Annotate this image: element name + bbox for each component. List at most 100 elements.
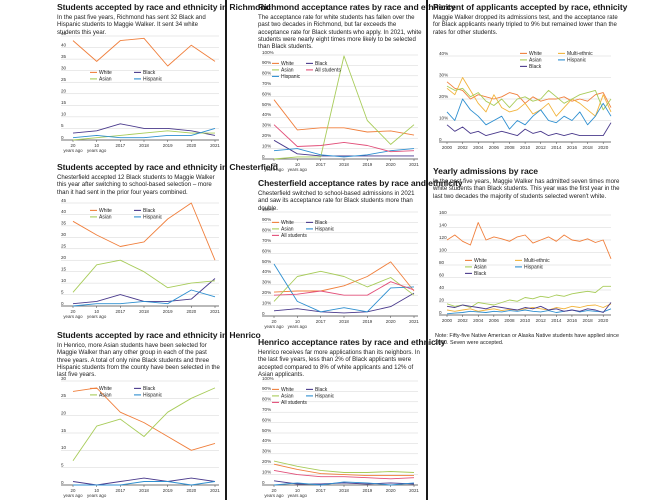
series-line-all-students (273, 281, 415, 296)
column-divider-1 (225, 0, 227, 500)
y-tick-label: 90% (262, 386, 271, 391)
x-tick-label: 2021 (210, 143, 220, 148)
x-tick-label: 2016 (567, 145, 578, 150)
x-tick-label: years ago (288, 167, 308, 172)
legend-label: White (99, 208, 112, 214)
y-tick-label: 35 (61, 54, 67, 59)
yearly-admissions-header: Yearly admissions by race In the past fiv… (433, 166, 623, 200)
y-tick-label: 0 (439, 137, 442, 142)
henrico-rates-header: Henrico acceptance rates by race and eth… (258, 337, 446, 378)
y-tick-label: 80 (439, 260, 445, 265)
y-tick-label: 10 (61, 112, 67, 117)
y-tick-label: 10 (61, 445, 67, 450)
series-line-asian (273, 460, 415, 473)
legend-label: Hispanic (143, 77, 163, 83)
y-tick-label: 30% (262, 449, 271, 454)
y-tick-label: 20% (262, 290, 271, 295)
y-tick-label: 10 (61, 278, 67, 283)
x-tick-label: 2019 (362, 319, 372, 324)
y-tick-label: 50% (262, 259, 271, 264)
legend-label: Black (143, 386, 156, 392)
y-tick-label: 30 (61, 232, 67, 237)
legend-label: White (99, 70, 112, 76)
y-tick-label: 45 (61, 198, 67, 203)
series-line-multi-ethnic (446, 77, 612, 117)
y-tick-label: 90% (262, 217, 271, 222)
legend-label: Black (529, 64, 542, 70)
richmond-accepted-header: Students accepted by race and ethnicity … (57, 2, 271, 36)
x-tick-label: years ago (87, 314, 107, 319)
x-tick-label: 2012 (536, 318, 547, 323)
x-tick-label: 10 (295, 319, 300, 324)
series-line-hispanic (273, 148, 415, 158)
legend-label: Black (315, 387, 328, 393)
x-tick-label: 2008 (504, 145, 515, 150)
x-tick-label: 2021 (210, 309, 220, 314)
x-tick-label: 2020 (386, 488, 396, 493)
legend-label: White (474, 258, 487, 264)
y-tick-label: 60% (262, 417, 271, 422)
x-tick-label: 10 (94, 309, 99, 314)
series-line-hispanic (72, 289, 216, 307)
x-tick-label: 2004 (473, 145, 484, 150)
series-line-hispanic (73, 481, 216, 486)
x-tick-label: 2019 (362, 162, 372, 167)
x-tick-label: 2017 (115, 309, 125, 314)
x-tick-label: 2021 (409, 162, 419, 167)
legend-label: Multi-ethnic (567, 51, 593, 57)
series-line-hispanic (72, 127, 216, 139)
legend-label: Black (474, 271, 487, 277)
series-line-asian (273, 270, 415, 302)
legend-label: Asian (99, 215, 112, 221)
y-tick-label: 80% (262, 397, 271, 402)
x-tick-label: 2019 (163, 488, 173, 493)
x-tick-label: 20 (71, 143, 76, 148)
x-tick-label: 2004 (473, 318, 484, 323)
x-tick-label: 10 (94, 143, 99, 148)
x-tick-label: 10 (94, 488, 99, 493)
y-tick-label: 20% (262, 133, 271, 138)
legend-label: White (281, 61, 294, 67)
y-tick-label: 80% (262, 228, 271, 233)
legend-label: Black (143, 70, 156, 76)
chart-title: Richmond acceptance rates by race and et… (258, 2, 456, 12)
henrico-accepted-header: Students accepted by race and ethnicity … (57, 330, 261, 378)
x-tick-label: 2002 (458, 318, 469, 323)
series-line-all-students (273, 469, 415, 480)
x-tick-label: 2012 (536, 145, 547, 150)
y-tick-label: 0 (262, 480, 265, 485)
chart-title: Chesterfield acceptance rates by race an… (258, 178, 463, 188)
x-tick-label: 2020 (186, 143, 196, 148)
y-tick-label: 70% (262, 407, 271, 412)
x-tick-label: 2016 (567, 318, 578, 323)
y-tick-label: 10% (439, 115, 448, 120)
series-line-black (446, 122, 612, 137)
legend-label: Asian (281, 394, 294, 400)
legend-label: Asian (281, 68, 294, 74)
chesterfield-accepted-header: Students accepted by race and ethnicity … (57, 162, 278, 196)
x-tick-label: 20 (272, 319, 277, 324)
y-tick-label: 80% (262, 71, 271, 76)
x-tick-label: years ago (288, 324, 308, 329)
series-line-asian (72, 259, 216, 293)
x-tick-label: 20 (71, 309, 76, 314)
x-tick-label: 2019 (163, 309, 173, 314)
y-tick-label: 0 (61, 135, 64, 140)
series-line-asian (273, 55, 415, 160)
y-tick-label: 120 (439, 235, 447, 240)
richmond-rates-header: Richmond acceptance rates by race and et… (258, 2, 456, 50)
y-tick-label: 140 (439, 222, 447, 227)
column-divider-2 (426, 0, 428, 500)
y-tick-label: 40 (61, 42, 67, 47)
x-tick-label: 2019 (163, 143, 173, 148)
y-tick-label: 0 (61, 301, 64, 306)
series-line-black (72, 123, 216, 136)
y-tick-label: 25 (61, 244, 67, 249)
y-tick-label: 20 (439, 297, 445, 302)
